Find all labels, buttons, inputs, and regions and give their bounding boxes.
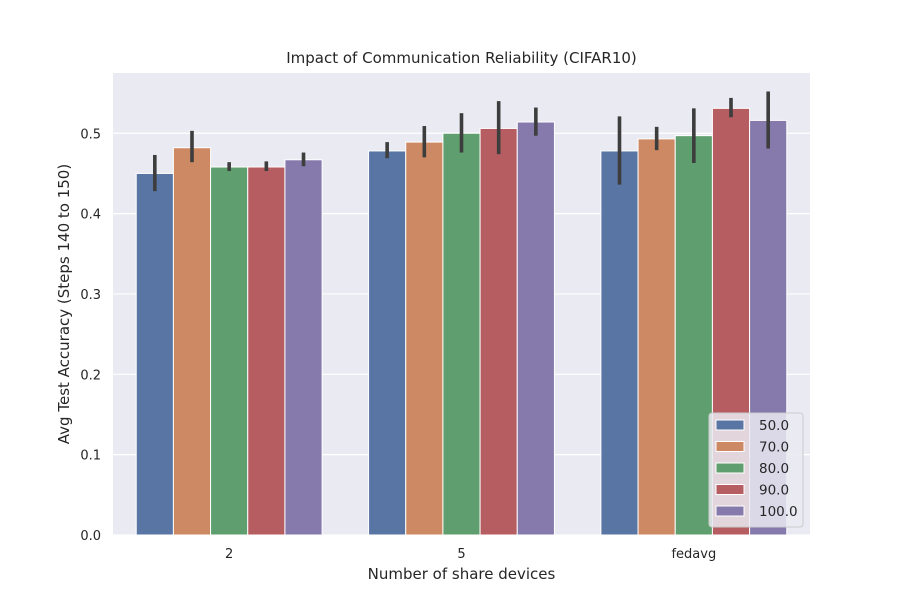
x-tick-label: 2 bbox=[225, 547, 233, 562]
legend-swatch bbox=[715, 441, 745, 452]
bar bbox=[637, 138, 676, 536]
legend-swatch bbox=[715, 505, 745, 517]
bar bbox=[135, 172, 174, 536]
x-tick-labels: 2 5 fedavg bbox=[225, 547, 716, 562]
bar bbox=[442, 132, 481, 536]
y-tick-label: 0.0 bbox=[80, 529, 101, 544]
error-bars bbox=[153, 91, 770, 192]
legend-swatch bbox=[715, 462, 745, 474]
legend-label: 80.0 bbox=[759, 461, 789, 477]
x-tick-label: fedavg bbox=[671, 547, 716, 562]
bars bbox=[135, 107, 788, 536]
y-tick-labels: 0.0 0.1 0.2 0.3 0.4 0.5 bbox=[80, 127, 101, 544]
bar bbox=[210, 166, 249, 536]
y-tick-label: 0.5 bbox=[80, 127, 101, 142]
bar bbox=[600, 150, 639, 536]
y-tick-label: 0.4 bbox=[80, 208, 101, 223]
bar bbox=[405, 141, 444, 536]
x-tick-label: 5 bbox=[457, 547, 465, 562]
legend-label: 70.0 bbox=[759, 440, 789, 456]
bar bbox=[368, 150, 407, 536]
legend-label: 100.0 bbox=[759, 504, 798, 520]
legend-label: 90.0 bbox=[759, 483, 789, 499]
legend-label: 50.0 bbox=[759, 418, 789, 434]
y-axis-label: Avg Test Accuracy (Steps 140 to 150) bbox=[55, 164, 73, 444]
legend: 50.0 70.0 80.0 90.0 100.0 bbox=[708, 412, 804, 528]
legend-swatch bbox=[715, 484, 745, 495]
y-tick-label: 0.1 bbox=[80, 449, 101, 464]
bar bbox=[172, 147, 212, 536]
chart-title: Impact of Communication Reliability (CIF… bbox=[286, 49, 637, 67]
legend-swatch bbox=[715, 419, 745, 431]
x-axis-label: Number of share devices bbox=[368, 565, 556, 583]
bar bbox=[284, 159, 323, 536]
bar bbox=[247, 166, 286, 536]
bar bbox=[674, 135, 713, 536]
bar bbox=[516, 121, 555, 536]
y-tick-label: 0.3 bbox=[80, 288, 101, 303]
y-tick-label: 0.2 bbox=[80, 368, 101, 383]
bar bbox=[479, 127, 518, 536]
